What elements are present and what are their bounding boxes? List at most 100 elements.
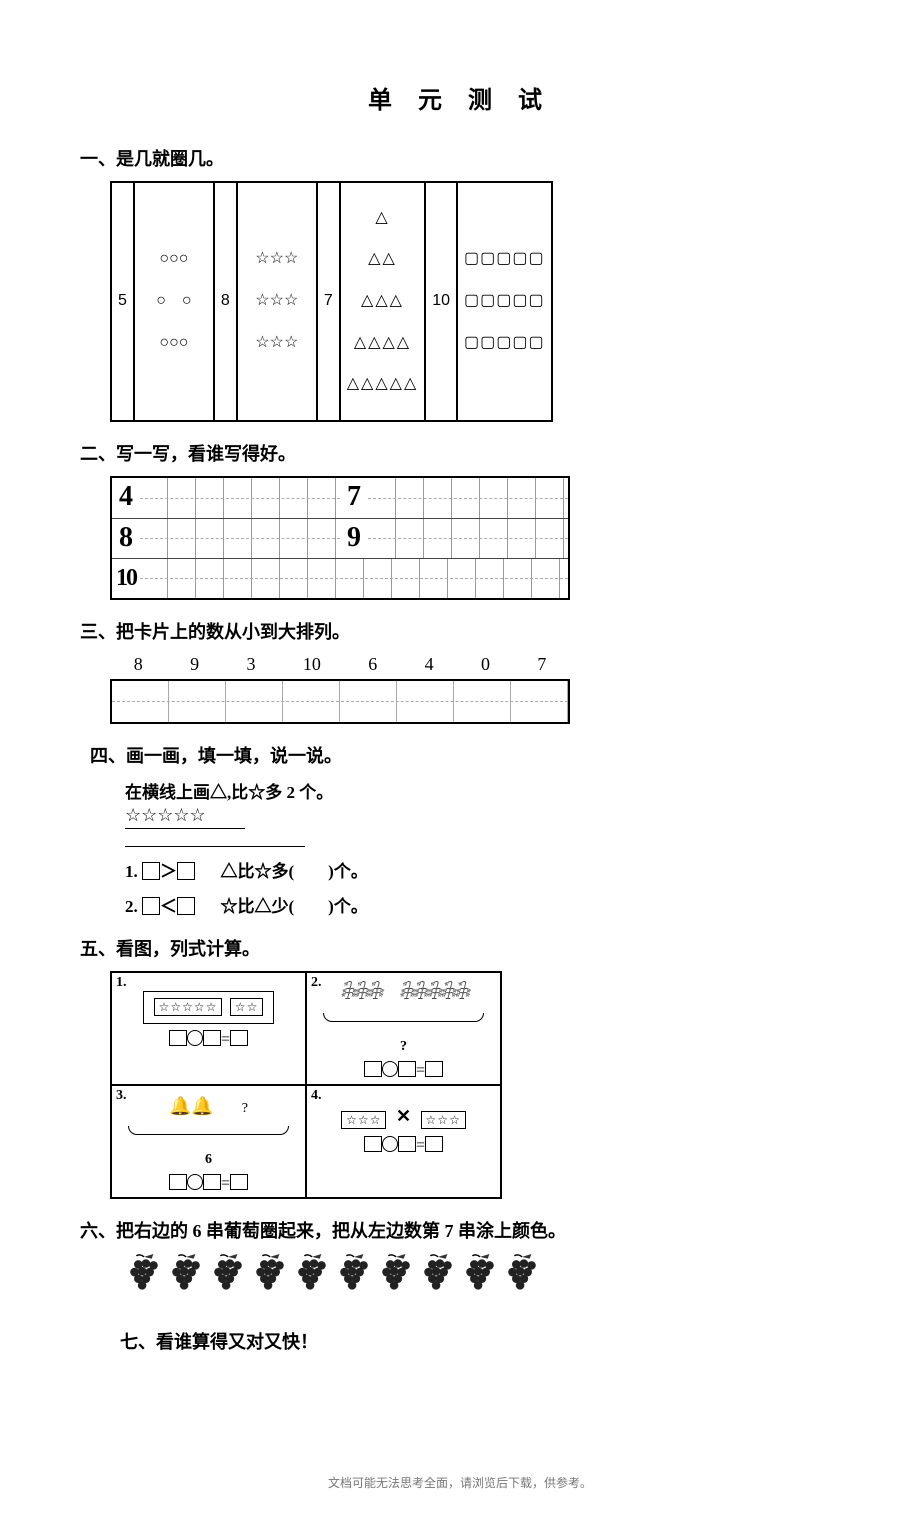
q5-c1-stamp-a: ☆☆☆☆☆ — [154, 998, 223, 1016]
grape-icon — [461, 1253, 499, 1293]
grape-icon — [125, 1253, 163, 1293]
q3-n2: 3 — [246, 654, 255, 675]
q5-cell-3: 3. 🔔🔔 ? 6 = — [111, 1085, 306, 1198]
grape-icon — [419, 1253, 457, 1293]
q3-n6: 0 — [481, 654, 490, 675]
q5-c3-bells: 🔔🔔 — [169, 1096, 214, 1116]
q4-blank-line — [125, 829, 305, 847]
section-2-head: 二、写一写，看谁写得好。 — [80, 440, 840, 466]
q4-r2-label: 2. — [125, 897, 138, 916]
grape-icon — [209, 1253, 247, 1293]
grape-icon — [503, 1253, 541, 1293]
section-6-head: 六、把右边的 6 串葡萄圈起来，把从左边数第 7 串涂上颜色。 — [80, 1217, 840, 1243]
q2-guide — [368, 519, 568, 558]
grape-icon — [167, 1253, 205, 1293]
q3-n0: 8 — [134, 654, 143, 675]
grape-bunch — [461, 1253, 499, 1298]
q2-guide — [140, 478, 340, 518]
q1-num-3: 10 — [425, 182, 457, 421]
q3-n3: 10 — [303, 654, 321, 675]
section-5-head: 五、看图，列式计算。 — [80, 935, 840, 961]
q2-r1-b: 9 — [340, 519, 368, 558]
q1-c1-r1: ☆☆☆ — [244, 291, 310, 312]
section-3-head: 三、把卡片上的数从小到大排列。 — [80, 618, 840, 644]
q1-c1-r2: ☆☆☆ — [244, 333, 310, 354]
q5-c2-leaves-a: 𓇗𓇗𓇗 — [339, 983, 380, 1003]
page-title: 单 元 测 试 — [80, 80, 840, 115]
q4-subtitle: 在横线上画△,比☆多 2 个。 — [125, 778, 840, 803]
q1-table: 5 ○○○ ○ ○ ○○○ 8 ☆☆☆ ☆☆☆ ☆☆☆ 7 △ △△ △△△ △… — [110, 181, 553, 422]
q5-c2-label: 2. — [311, 975, 322, 991]
section-7-head: 七、看谁算得又对又快！ — [120, 1328, 840, 1354]
q2-guide — [368, 478, 568, 518]
grape-bunch — [251, 1253, 289, 1298]
q5-cell-2: 2. 𓇗𓇗𓇗 𓇗𓇗𓇗𓇗𓇗 ? = — [306, 972, 501, 1085]
q4-r2-text: ☆比△少( )个。 — [221, 897, 368, 916]
grape-icon — [251, 1253, 289, 1293]
q3-n4: 6 — [368, 654, 377, 675]
q1-c2-r3: △△△△ — [347, 333, 419, 354]
q3-n7: 7 — [537, 654, 546, 675]
grape-bunch — [335, 1253, 373, 1298]
q5-table: 1. ☆☆☆☆☆ ☆☆ = 2. 𓇗𓇗𓇗 𓇗𓇗𓇗𓇗𓇗 — [110, 971, 502, 1199]
q4-stars: ☆☆☆☆☆ — [125, 803, 840, 829]
grape-icon — [293, 1253, 331, 1293]
section-4-head: 四、画一画，填一填，说一说。 — [90, 742, 840, 768]
grape-icon — [377, 1253, 415, 1293]
q1-c2-r0: △ — [347, 208, 419, 229]
q1-shapes-0: ○○○ ○ ○ ○○○ — [134, 182, 214, 421]
q5-c2-leaves-b: 𓇗𓇗𓇗𓇗𓇗 — [398, 983, 467, 1003]
grape-bunch — [293, 1253, 331, 1298]
q5-c3-eq: = — [118, 1174, 299, 1193]
q1-num-0: 5 — [111, 182, 134, 421]
q1-num-2: 7 — [317, 182, 340, 421]
q4-r1-label: 1. — [125, 862, 138, 881]
q5-c2-brace — [313, 1007, 494, 1025]
q3-answer-box — [110, 679, 570, 724]
page-footer: 文档可能无法思考全面，请浏览后下载，供参考。 — [80, 1474, 840, 1491]
q3-n1: 9 — [190, 654, 199, 675]
q4-row-2: 2. ＜ ☆比△少( )个。 — [125, 892, 840, 917]
blank-box — [142, 862, 160, 880]
q5-c3-q: ? — [242, 1101, 248, 1116]
grape-bunch — [419, 1253, 457, 1298]
q4-stars-text: ☆☆☆☆☆ — [125, 805, 206, 825]
grape-bunch — [377, 1253, 415, 1298]
q2-guide — [140, 519, 340, 558]
q5-c2-q: ? — [313, 1039, 494, 1055]
q1-c2-r2: △△△ — [347, 291, 419, 312]
q1-num-1: 8 — [214, 182, 237, 421]
x-icon: ✕ — [396, 1106, 411, 1126]
q2-grid: 4 7 8 9 10 — [110, 476, 570, 600]
q5-c3-brace — [118, 1120, 299, 1138]
q2-r0-b: 7 — [340, 478, 368, 518]
q5-c4-label: 4. — [311, 1088, 322, 1104]
grape-row — [125, 1253, 840, 1298]
q1-shapes-1: ☆☆☆ ☆☆☆ ☆☆☆ — [237, 182, 317, 421]
q3-numbers: 8 9 3 10 6 4 0 7 — [110, 654, 570, 675]
q5-c4-stamp-a: ☆☆☆ — [341, 1111, 386, 1129]
q5-c4-eq: = — [313, 1136, 494, 1155]
q1-c2-r1: △△ — [347, 249, 419, 270]
grape-bunch — [503, 1253, 541, 1298]
q1-c3-r0: ▢▢▢▢▢ — [464, 249, 545, 270]
q1-c0-r1: ○ ○ — [141, 291, 207, 312]
q1-c3-r2: ▢▢▢▢▢ — [464, 333, 545, 354]
q2-r2-a: 10 — [112, 559, 140, 598]
q5-c1-eq: = — [118, 1030, 299, 1049]
q1-c3-r1: ▢▢▢▢▢ — [464, 291, 545, 312]
q3-n5: 4 — [425, 654, 434, 675]
q2-r1-a: 8 — [112, 519, 140, 558]
q5-c3-label: 3. — [116, 1088, 127, 1104]
grape-bunch — [167, 1253, 205, 1298]
blank-box — [142, 897, 160, 915]
q1-c0-r2: ○○○ — [141, 333, 207, 354]
section-1-head: 一、是几就圈几。 — [80, 145, 840, 171]
q5-cell-1: 1. ☆☆☆☆☆ ☆☆ = — [111, 972, 306, 1085]
q5-c1-stamp-b: ☆☆ — [230, 998, 264, 1016]
q5-cell-4: 4. ☆☆☆ ✕ ☆☆☆ = — [306, 1085, 501, 1198]
blank-box — [177, 862, 195, 880]
q1-c2-r4: △△△△△ — [347, 374, 419, 395]
q4-r1-text: △比☆多( )个。 — [221, 862, 368, 881]
grape-bunch — [125, 1253, 163, 1298]
